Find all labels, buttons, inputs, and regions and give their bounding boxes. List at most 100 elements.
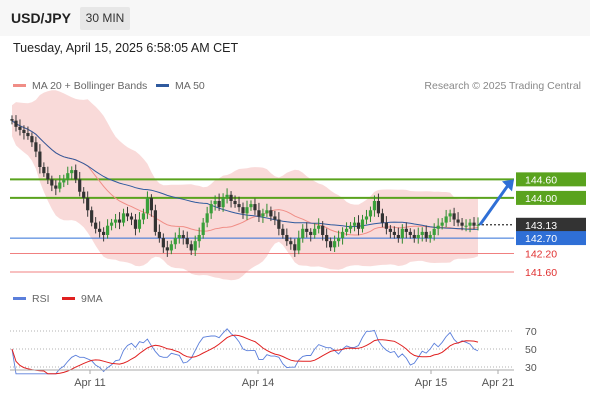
x-tick-label-Apr-21: Apr 21 xyxy=(482,377,514,389)
price-label-144.00: 144.00 xyxy=(525,193,557,205)
price-tag-143.13 xyxy=(516,217,586,232)
ma50-line xyxy=(11,120,479,230)
candle-body xyxy=(285,234,289,242)
price-label-144.60: 144.60 xyxy=(525,174,557,186)
candle-body xyxy=(388,228,392,232)
candle-body xyxy=(169,244,173,251)
candle-body xyxy=(281,228,285,235)
candle-body xyxy=(157,231,161,239)
candle-body xyxy=(289,241,293,245)
candle-body xyxy=(364,216,369,220)
candle-body xyxy=(297,238,301,251)
target-arrow-head xyxy=(502,179,514,192)
candle-body xyxy=(476,224,480,226)
candle-body xyxy=(468,222,472,226)
candle-body xyxy=(372,200,377,211)
legend-ma50-label: MA 50 xyxy=(175,80,205,92)
candle-body xyxy=(321,225,325,235)
candle-body xyxy=(352,222,357,226)
ma9-swatch xyxy=(62,296,75,300)
candle-body xyxy=(26,133,30,137)
candle-body xyxy=(301,228,305,239)
candle-body xyxy=(329,241,333,248)
candle-body xyxy=(149,197,154,211)
candle-body xyxy=(253,204,257,211)
datetime-label: Tuesday, April 15, 2025 6:58:05 AM CET xyxy=(13,41,239,55)
candles xyxy=(10,115,480,257)
candle-body xyxy=(78,179,82,192)
candle-body xyxy=(14,120,18,127)
candle-body xyxy=(460,222,464,226)
candle-body xyxy=(225,194,229,198)
legend-9ma-label: 9MA xyxy=(81,293,103,305)
candle-body xyxy=(18,126,22,130)
candle-body xyxy=(376,200,381,214)
candle-body xyxy=(245,207,249,214)
rsi-level-label-70: 70 xyxy=(525,326,537,338)
candle-body xyxy=(392,231,396,235)
legend-ma50: MA 50 xyxy=(156,80,205,92)
candle-body xyxy=(404,228,408,232)
x-tick-label-Apr-11: Apr 11 xyxy=(74,377,106,389)
candle-body xyxy=(344,228,349,232)
candle-body xyxy=(109,222,114,226)
candle-body xyxy=(161,238,165,248)
price-label-143.13: 143.13 xyxy=(525,220,557,232)
candle-body xyxy=(440,222,444,226)
candle-body xyxy=(305,228,309,232)
candle-body xyxy=(193,241,197,251)
candle-body xyxy=(416,234,420,239)
candle-body xyxy=(340,231,345,239)
candle-body xyxy=(400,228,404,239)
candle-body xyxy=(241,207,245,214)
price-tag-144.60 xyxy=(516,172,586,187)
candle-body xyxy=(113,219,118,223)
ma50-swatch xyxy=(156,83,169,87)
price-label-142.70: 142.70 xyxy=(525,233,557,245)
candle-body xyxy=(10,119,14,121)
ma20-line xyxy=(11,120,479,236)
candle-body xyxy=(420,231,424,235)
candle-body xyxy=(273,216,277,220)
candle-body xyxy=(424,231,428,239)
candle-body xyxy=(98,228,102,232)
price-tag-142.70 xyxy=(516,231,586,246)
candle-body xyxy=(70,170,74,174)
rsi-level-label-50: 50 xyxy=(525,344,537,356)
candle-body xyxy=(22,129,26,134)
candle-body xyxy=(197,234,201,242)
candle-body xyxy=(54,185,58,189)
candle-body xyxy=(412,234,416,239)
candle-body xyxy=(432,228,436,235)
candle-body xyxy=(129,216,134,220)
candle-body xyxy=(181,234,185,239)
candle-body xyxy=(269,210,273,217)
rsi-level-label-30: 30 xyxy=(525,362,537,374)
candle-body xyxy=(90,210,94,223)
candle-body xyxy=(396,234,400,239)
x-tick-label-Apr-15: Apr 15 xyxy=(415,377,447,389)
candle-body xyxy=(145,197,150,214)
price-tag-144.00 xyxy=(516,190,586,205)
legend-9ma: 9MA xyxy=(62,293,103,305)
bollinger-band xyxy=(12,90,478,281)
candle-body xyxy=(360,219,365,229)
timeframe-button[interactable]: 30 MIN xyxy=(80,7,130,30)
legend-rsi-label: RSI xyxy=(32,293,50,305)
candle-body xyxy=(380,213,385,223)
candle-body xyxy=(336,238,341,242)
candle-body xyxy=(86,197,90,211)
candle-body xyxy=(141,213,146,220)
candle-body xyxy=(261,213,265,217)
candle-body xyxy=(94,222,98,229)
candle-body xyxy=(229,194,233,201)
candle-body xyxy=(265,210,269,214)
candle-body xyxy=(74,170,78,180)
candle-body xyxy=(384,222,388,229)
candle-body xyxy=(177,234,181,239)
candle-body xyxy=(66,173,70,180)
candle-body xyxy=(201,222,205,235)
candle-body xyxy=(444,216,448,223)
candle-body xyxy=(368,210,373,217)
